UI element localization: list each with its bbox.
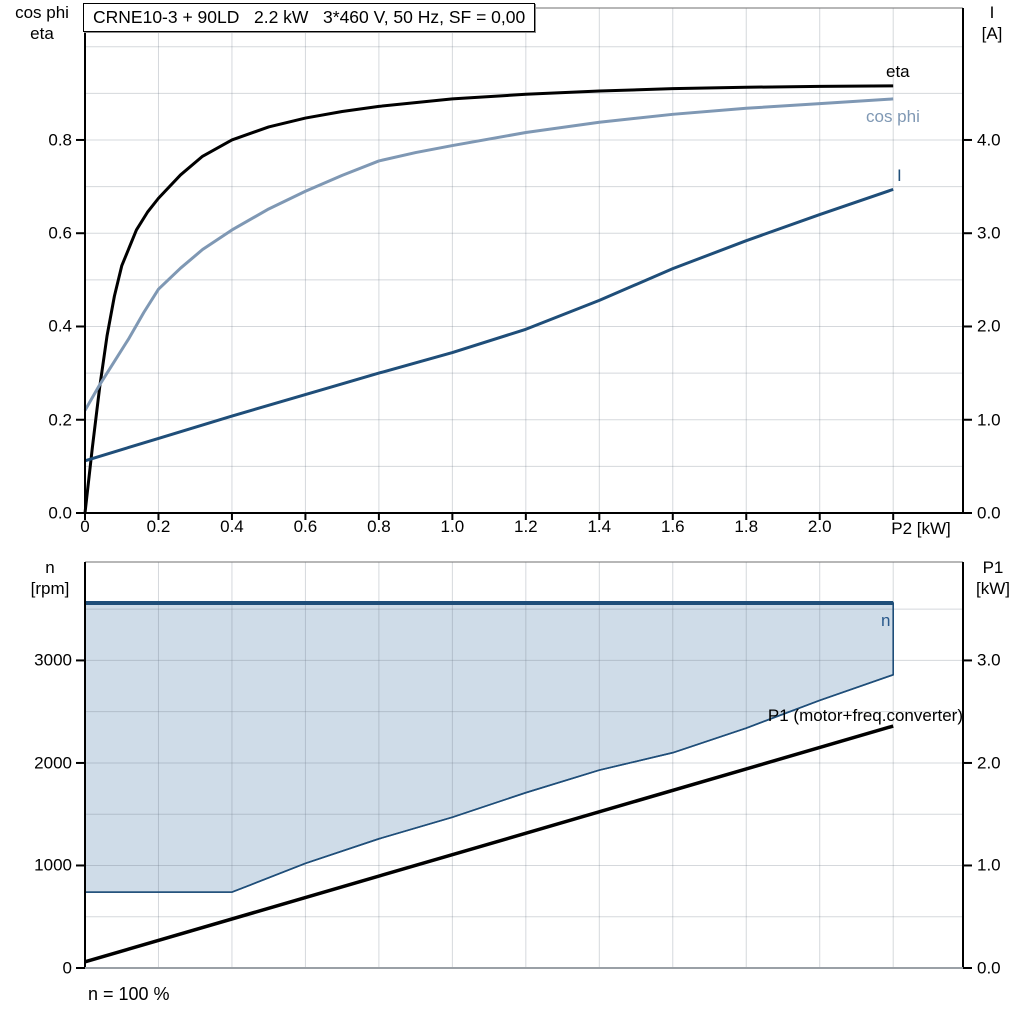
tick-label: 1.6 (660, 517, 685, 536)
axis-title-eta: eta (30, 24, 54, 43)
axis-title-n: n (45, 558, 55, 577)
top-left-axis-title: cos phi eta (15, 2, 69, 44)
chart-title: CRNE10-3 + 90LD 2.2 kW 3*460 V, 50 Hz, S… (93, 7, 526, 27)
bottom-right-axis-title: P1 [kW] (976, 557, 1010, 599)
tick-label: 0 (62, 958, 72, 978)
current-curve-label: I (897, 166, 902, 185)
tick-label: 0.0 (48, 503, 72, 523)
tick-label: 0.4 (48, 316, 72, 336)
tick-label: 0.8 (367, 517, 391, 536)
tick-label: 0.6 (293, 517, 318, 536)
axis-title-kW: [kW] (976, 579, 1010, 598)
tick-label: 0.2 (48, 410, 72, 430)
tick-label: 0.8 (48, 130, 72, 150)
chart-title-box: CRNE10-3 + 90LD 2.2 kW 3*460 V, 50 Hz, S… (83, 3, 536, 32)
tick-label: 0.4 (220, 517, 244, 536)
tick-label: 1000 (34, 855, 72, 875)
tick-label: 1.8 (734, 517, 759, 536)
axis-title-rpm: [rpm] (30, 579, 70, 598)
tick-label: 3.0 (977, 650, 1001, 670)
axis-title-P1: P1 (982, 558, 1004, 577)
tick-label: 2.0 (807, 517, 832, 536)
speed-footnote: n = 100 % (88, 984, 170, 1004)
tick-label: 1.2 (514, 517, 538, 536)
tick-label: 0.2 (146, 517, 171, 536)
tick-label: 2.0 (977, 753, 1001, 773)
tick-label: 2.0 (977, 316, 1001, 336)
axis-title-cosphi: cos phi (15, 3, 69, 22)
tick-label: 3000 (34, 650, 72, 670)
bottom-left-axis-title: n [rpm] (31, 557, 70, 599)
p1-curve-label: P1 (motor+freq.converter) (767, 706, 963, 725)
top-right-axis-title: I [A] (982, 2, 1003, 44)
tick-label: 2000 (34, 753, 72, 773)
tick-label: 1.0 (977, 855, 1001, 875)
tick-label: 4.0 (977, 130, 1001, 150)
x-axis-unit-label: P2 [kW] (891, 519, 951, 538)
tick-label: 1.4 (587, 517, 612, 536)
n-curve-label: n (881, 611, 891, 630)
axis-title-A: [A] (981, 24, 1003, 43)
axis-title-I: I (989, 3, 995, 22)
tick-label: 0.0 (977, 958, 1001, 978)
tick-label: 0 (80, 517, 90, 536)
eta-curve-label: eta (886, 62, 910, 81)
cos-phi-curve-label: cos phi (866, 107, 920, 126)
tick-label: 1.0 (440, 517, 465, 536)
tick-label: 0.0 (977, 503, 1001, 523)
tick-label: 1.0 (977, 410, 1001, 430)
tick-label: 0.6 (48, 223, 72, 243)
tick-label: 3.0 (977, 223, 1001, 243)
